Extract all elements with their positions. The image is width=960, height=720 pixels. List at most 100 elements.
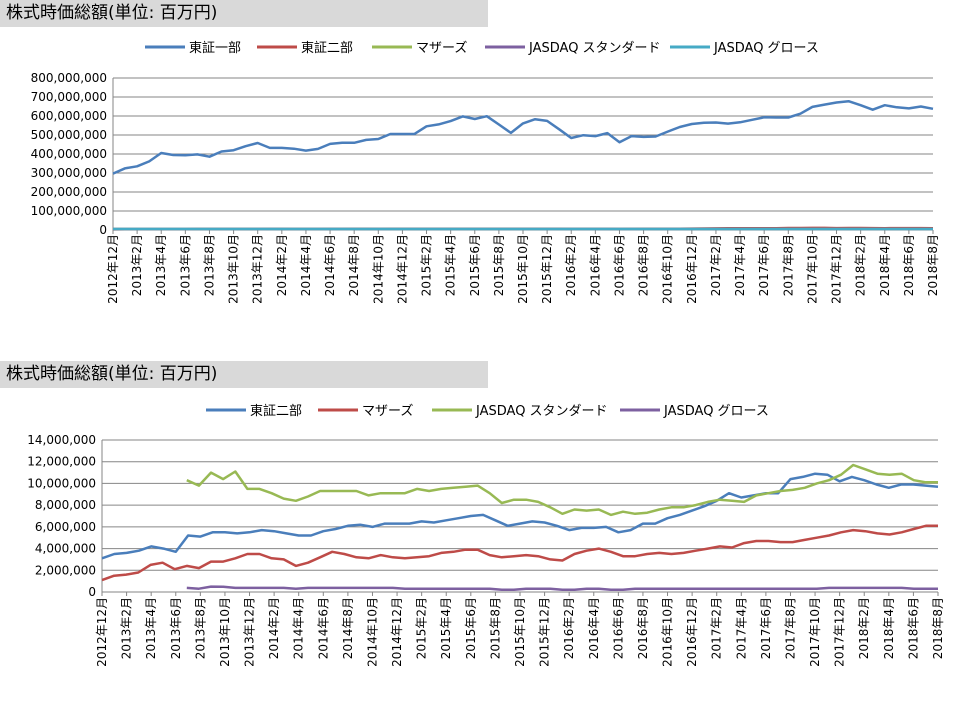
x-tick-label: 2017年12月 xyxy=(830,234,844,304)
x-tick-label: 2014年10月 xyxy=(371,234,385,304)
legend-item-4: JASDAQ グロース xyxy=(670,41,819,56)
x-tick-label: 2013年12月 xyxy=(243,597,257,667)
x-tick-label: 2018年6月 xyxy=(906,597,920,659)
x-tick-label: 2015年2月 xyxy=(420,234,434,296)
x-tick-label: 2012年12月 xyxy=(95,597,109,667)
x-tick-label: 2014年8月 xyxy=(347,234,361,296)
x-tick-label: 2017年8月 xyxy=(781,234,795,296)
x-tick-label: 2013年8月 xyxy=(202,234,216,296)
x-tick-label: 2016年2月 xyxy=(562,597,576,659)
x-tick-label: 2018年8月 xyxy=(926,234,940,296)
x-tick-label: 2015年8月 xyxy=(488,597,502,659)
legend-item-3: JASDAQ グロース xyxy=(620,404,769,419)
y-tick-label: 500,000,000 xyxy=(31,128,107,142)
x-tick-label: 2015年4月 xyxy=(444,234,458,296)
x-tick-label: 2018年2月 xyxy=(857,597,871,659)
x-tick-label: 2016年4月 xyxy=(588,234,602,296)
x-tick-label: 2013年8月 xyxy=(193,597,207,659)
x-tick-label: 2016年6月 xyxy=(612,234,626,296)
x-tick-label: 2015年2月 xyxy=(415,597,429,659)
x-tick-label: 2018年2月 xyxy=(854,234,868,296)
y-tick-label: 14,000,000 xyxy=(27,433,96,447)
legend-label: 東証二部 xyxy=(250,403,302,419)
x-tick-label: 2015年10月 xyxy=(513,597,527,667)
y-tick-label: 2,000,000 xyxy=(35,563,96,577)
x-tick-label: 2013年4月 xyxy=(144,597,158,659)
x-tick-label: 2015年4月 xyxy=(439,597,453,659)
y-tick-label: 700,000,000 xyxy=(31,90,107,104)
series-line-3 xyxy=(186,585,938,592)
x-tick-label: 2016年12月 xyxy=(685,597,699,667)
series-line-2 xyxy=(186,463,938,517)
legend-item-1: マザーズ xyxy=(318,403,413,419)
chart2-svg: 東証二部 マザーズ JASDAQ スタンダード JASDAQ グロース 0 2,000,0… xyxy=(27,403,945,667)
x-tick-label: 2016年10月 xyxy=(661,597,675,667)
y-tick-label: 300,000,000 xyxy=(31,166,107,180)
x-tick-label: 2012年12月 xyxy=(106,234,120,304)
x-tick-label: 2018年6月 xyxy=(902,234,916,296)
x-tick-label: 2013年10月 xyxy=(218,597,232,667)
x-tick-label: 2016年8月 xyxy=(636,597,650,659)
x-tick-label: 2013年12月 xyxy=(251,234,265,304)
x-tick-label: 2016年8月 xyxy=(637,234,651,296)
y-tick-label: 400,000,000 xyxy=(31,147,107,161)
x-tick-label: 2018年4月 xyxy=(882,597,896,659)
x-tick-label: 2014年6月 xyxy=(323,234,337,296)
y-tick-label: 10,000,000 xyxy=(27,476,96,490)
x-tick-label: 2014年12月 xyxy=(395,234,409,304)
legend-label: 東証一部 xyxy=(189,40,241,56)
y-tick-label: 6,000,000 xyxy=(35,520,96,534)
series-line-0 xyxy=(101,472,939,560)
legend-item-2: マザーズ xyxy=(372,40,467,56)
legend-label: マザーズ xyxy=(362,403,413,419)
x-tick-label: 2017年4月 xyxy=(733,234,747,296)
y-tick-label: 100,000,000 xyxy=(31,204,107,218)
chart2-title: 株式時価総額(単位: 百万円) xyxy=(0,361,488,388)
x-tick-label: 2014年12月 xyxy=(390,597,404,667)
x-tick-label: 2013年10月 xyxy=(227,234,241,304)
x-tick-label: 2017年6月 xyxy=(759,597,773,659)
x-tick-label: 2015年8月 xyxy=(492,234,506,296)
x-tick-label: 2013年2月 xyxy=(130,234,144,296)
y-tick-label: 800,000,000 xyxy=(31,71,107,85)
x-tick-label: 2016年12月 xyxy=(685,234,699,304)
x-tick-label: 2015年10月 xyxy=(516,234,530,304)
y-tick-label: 8,000,000 xyxy=(35,498,96,512)
series-line-1 xyxy=(101,524,938,582)
x-tick-label: 2017年10月 xyxy=(808,597,822,667)
legend-label: 東証二部 xyxy=(301,40,353,56)
x-tick-label: 2017年2月 xyxy=(710,597,724,659)
legend-label: JASDAQ グロース xyxy=(713,41,819,56)
x-tick-label: 2016年2月 xyxy=(564,234,578,296)
x-tick-label: 2013年4月 xyxy=(154,234,168,296)
x-tick-label: 2013年6月 xyxy=(169,597,183,659)
y-tick-label: 4,000,000 xyxy=(35,542,96,556)
x-tick-label: 2015年12月 xyxy=(540,234,554,304)
x-tick-label: 2014年10月 xyxy=(365,597,379,667)
x-tick-label: 2014年2月 xyxy=(267,597,281,659)
chart1-svg: 東証一部 東証二部 マザーズ JASDAQ スタンダード JASDAQ グロース 0 100… xyxy=(31,40,940,304)
x-tick-label: 2017年2月 xyxy=(709,234,723,296)
legend-item-1: 東証二部 xyxy=(257,40,353,56)
x-tick-label: 2015年6月 xyxy=(464,597,478,659)
chart1-title: 株式時価総額(単位: 百万円) xyxy=(0,0,488,27)
x-tick-label: 2016年10月 xyxy=(661,234,675,304)
x-tick-label: 2017年10月 xyxy=(805,234,819,304)
x-tick-label: 2016年4月 xyxy=(587,597,601,659)
x-tick-label: 2017年6月 xyxy=(757,234,771,296)
legend-label: JASDAQ スタンダード xyxy=(475,404,608,419)
legend-label: マザーズ xyxy=(416,40,467,56)
x-tick-label: 2014年2月 xyxy=(275,234,289,296)
x-tick-label: 2018年4月 xyxy=(878,234,892,296)
x-tick-label: 2014年6月 xyxy=(316,597,330,659)
legend-item-0: 東証一部 xyxy=(145,40,241,56)
legend-item-2: JASDAQ スタンダード xyxy=(432,404,608,419)
y-tick-label: 0 xyxy=(99,223,107,237)
x-tick-label: 2015年12月 xyxy=(538,597,552,667)
x-tick-label: 2018年8月 xyxy=(931,597,945,659)
x-tick-label: 2017年8月 xyxy=(783,597,797,659)
x-tick-label: 2014年8月 xyxy=(341,597,355,659)
x-tick-label: 2017年12月 xyxy=(833,597,847,667)
x-tick-label: 2014年4月 xyxy=(299,234,313,296)
legend-item-3: JASDAQ スタンダード xyxy=(485,41,661,56)
